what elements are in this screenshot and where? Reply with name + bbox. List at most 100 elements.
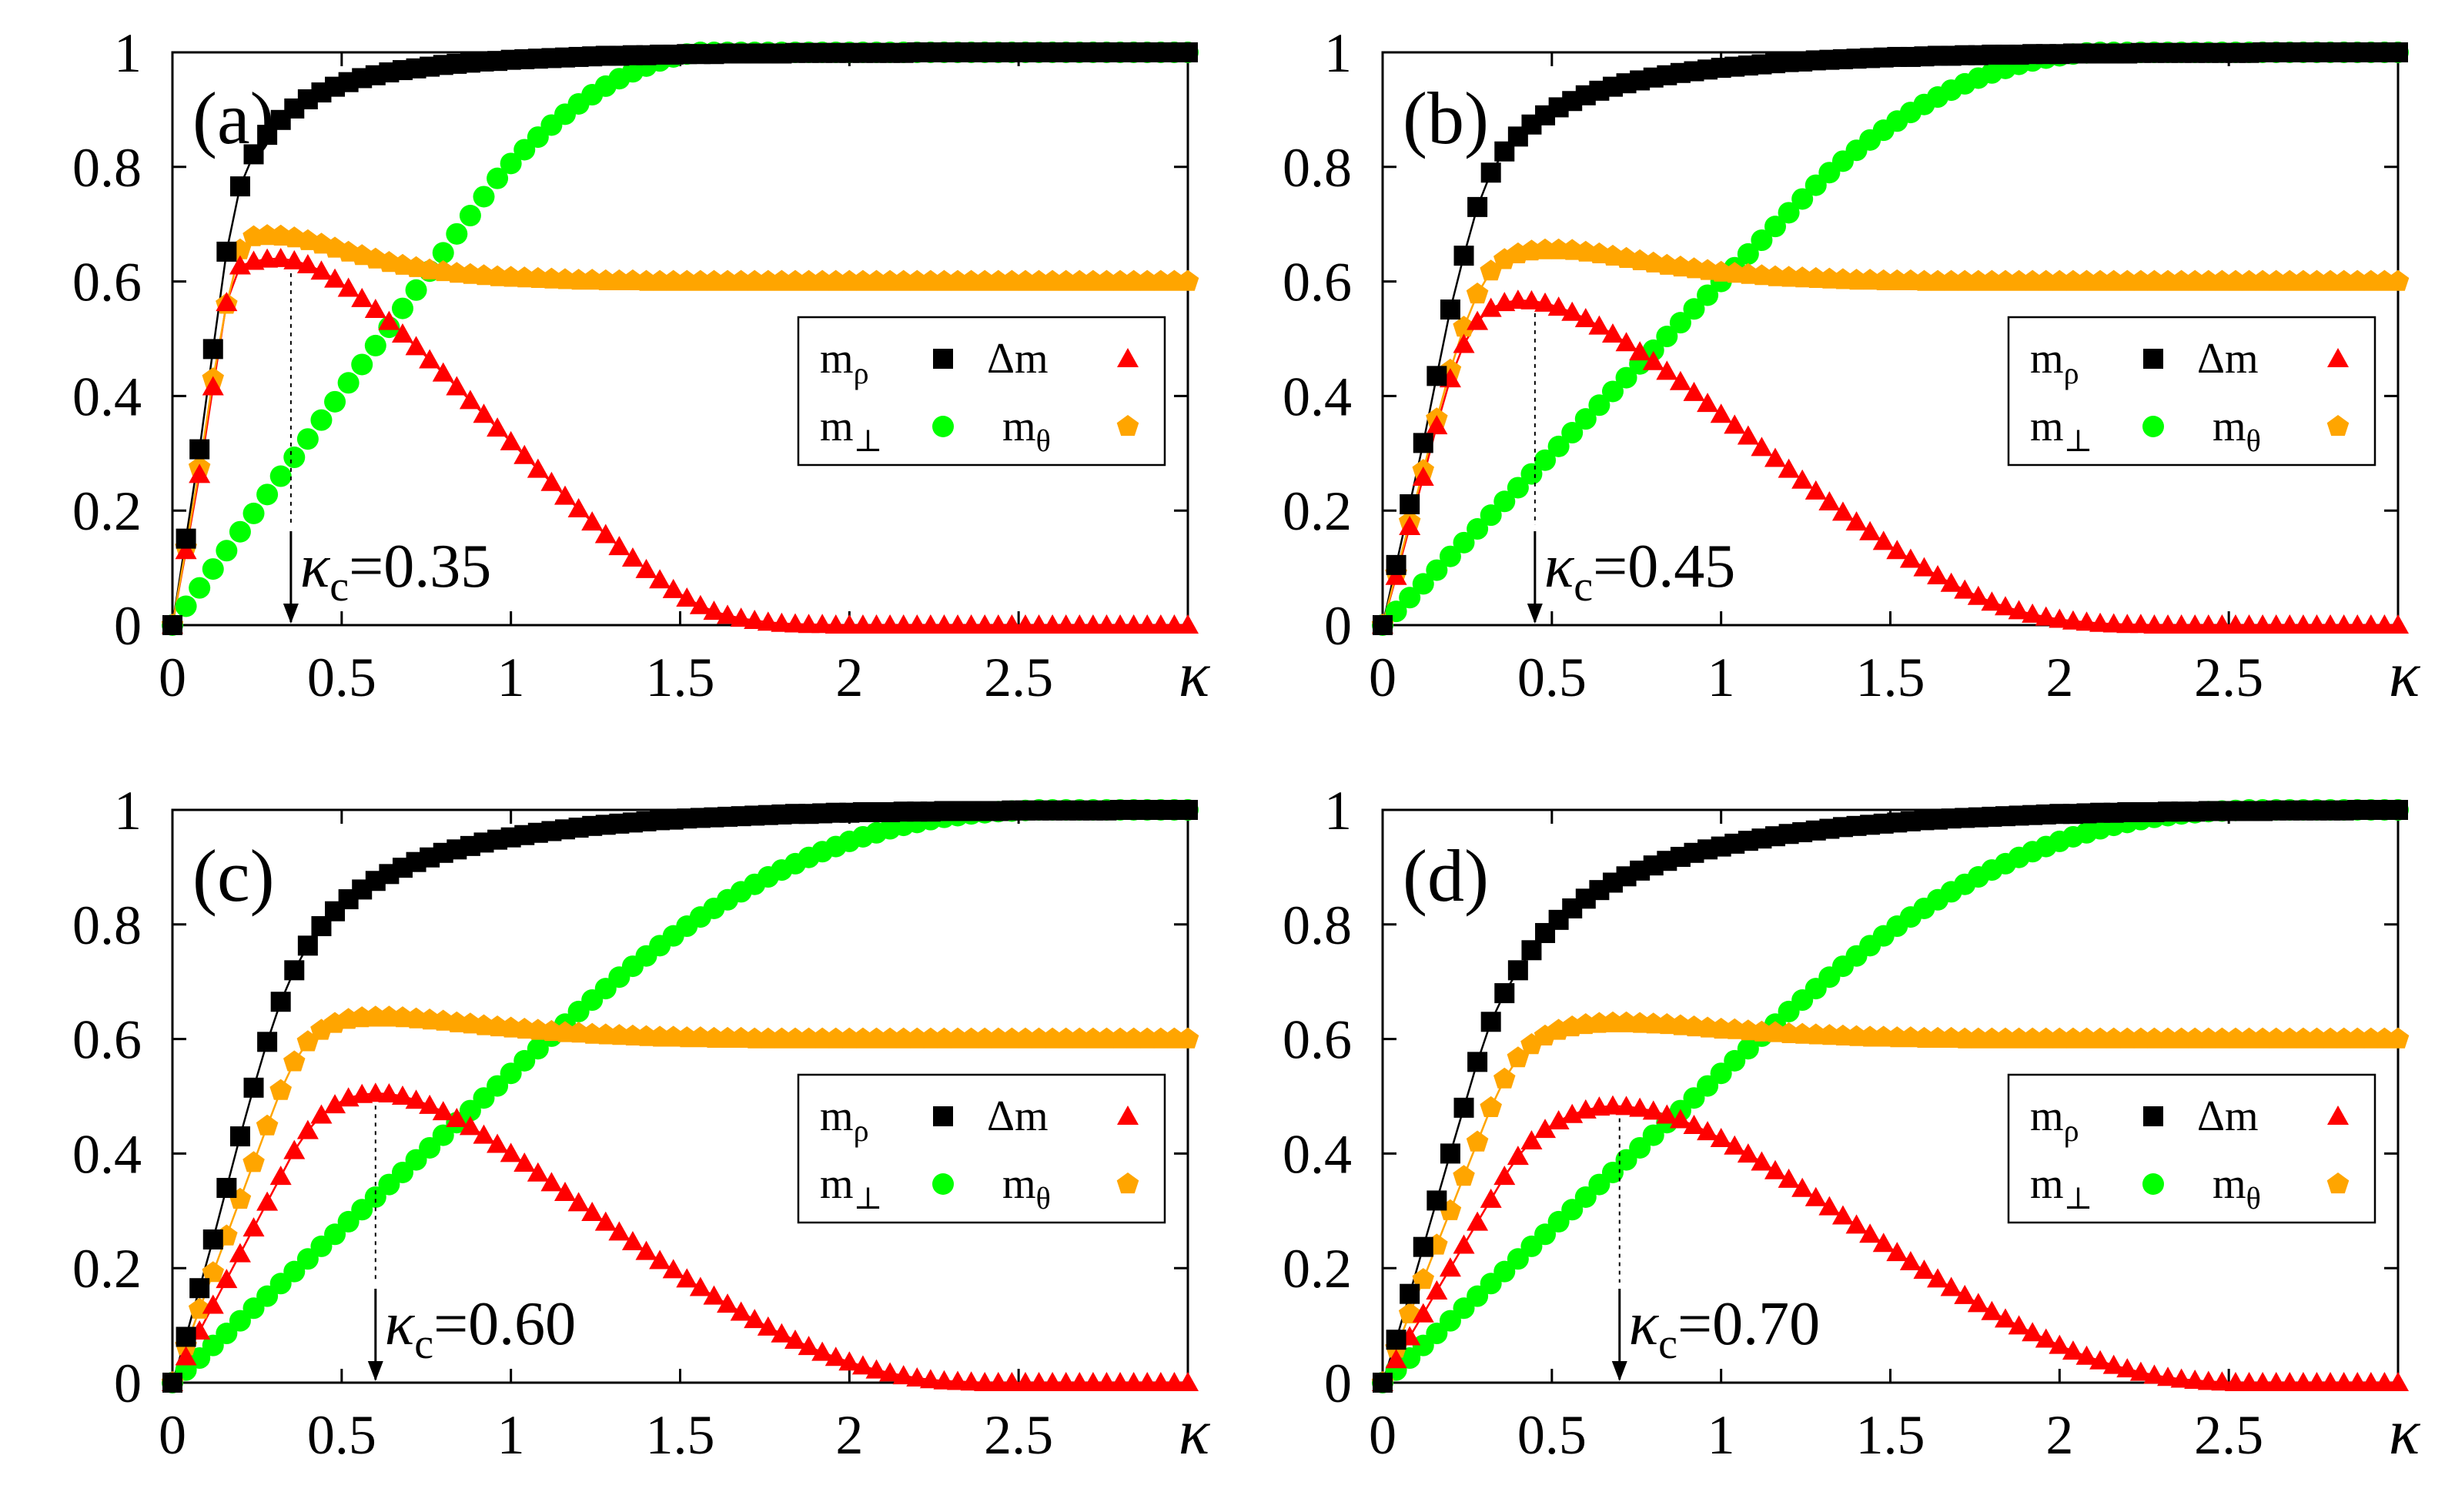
kappa-c-symbol: κ	[1544, 533, 1575, 600]
legend: mρ Δmm⊥ mθ	[2007, 316, 2376, 467]
point-m_perp	[1493, 1260, 1516, 1283]
point-delta_m	[1940, 572, 1962, 592]
point-delta_m	[1872, 530, 1895, 550]
legend-label: m⊥	[2030, 1160, 2092, 1216]
point-delta_m	[1886, 540, 1908, 560]
y-tick-label: 0.8	[72, 895, 142, 956]
legend-label: m⊥	[2030, 403, 2092, 458]
point-delta_m	[391, 1085, 413, 1105]
point-m_perp	[419, 1136, 441, 1159]
point-delta_m	[608, 1221, 630, 1241]
point-m_perp	[202, 558, 224, 580]
point-delta_m	[1899, 1251, 1922, 1271]
point-m_perp	[487, 167, 509, 189]
point-delta_m	[2062, 1340, 2084, 1360]
point-delta_m	[1480, 1188, 1502, 1208]
point-delta_m	[2075, 1345, 2098, 1365]
point-delta_m	[1385, 565, 1407, 585]
point-m_rho	[1386, 554, 1406, 575]
legend-label: mρ	[2030, 1092, 2079, 1148]
point-m_theta	[1453, 316, 1475, 337]
point-delta_m	[676, 1268, 698, 1288]
legend-label-base: m	[2030, 1160, 2064, 1208]
legend-marker-pentagon	[2326, 1172, 2350, 1194]
point-m_perp	[1493, 490, 1516, 513]
point-m_perp	[1467, 1285, 1489, 1307]
point-delta_m	[1994, 1308, 2016, 1328]
point-m_rho	[243, 144, 264, 165]
point-delta_m	[310, 1104, 333, 1124]
point-delta_m	[1520, 1130, 1543, 1150]
point-delta_m	[1764, 1159, 1787, 1179]
point-m_rho	[2388, 42, 2408, 62]
point-delta_m	[1818, 491, 1841, 511]
point-m_perp	[500, 1062, 522, 1085]
point-delta_m	[554, 485, 577, 505]
point-delta_m	[703, 1285, 725, 1305]
legend-label: mθ	[2213, 403, 2261, 458]
point-delta_m	[1683, 1114, 1705, 1134]
point-delta_m	[2197, 1370, 2219, 1390]
point-delta_m	[1385, 1349, 1407, 1369]
point-m_perp	[405, 279, 427, 301]
point-delta_m	[838, 1351, 861, 1371]
point-m_perp	[1399, 587, 1421, 609]
point-delta_m	[256, 1191, 279, 1211]
point-delta_m	[1804, 1186, 1827, 1206]
point-delta_m	[1453, 333, 1475, 353]
legend-label-sub: ⊥	[2064, 1181, 2093, 1216]
point-delta_m	[947, 614, 969, 634]
legend-marker-circle	[932, 1173, 954, 1195]
point-delta_m	[851, 1355, 874, 1375]
point-delta_m	[2211, 1371, 2233, 1391]
point-m_perp	[1804, 174, 1827, 196]
legend-label-sub: θ	[1036, 1181, 1051, 1216]
kappa-c-subscript: c	[414, 1320, 433, 1368]
kappa-c-label: κc=0.70	[1629, 1290, 1820, 1368]
point-delta_m	[527, 1162, 549, 1182]
point-delta_m	[974, 1372, 996, 1391]
point-delta_m	[649, 1249, 671, 1269]
point-delta_m	[269, 247, 292, 267]
point-delta_m	[798, 1336, 820, 1356]
point-delta_m	[1453, 1234, 1475, 1254]
y-tick-label: 0	[1324, 1353, 1352, 1414]
point-m_rho	[189, 439, 210, 460]
point-delta_m	[1507, 289, 1529, 309]
point-delta_m	[2360, 614, 2382, 634]
legend-marker-triangle	[2327, 1106, 2349, 1125]
point-delta_m	[1426, 1280, 1448, 1300]
point-delta_m	[676, 587, 698, 607]
point-m_perp	[1601, 1161, 1624, 1183]
point-delta_m	[689, 1276, 711, 1296]
point-delta_m	[892, 1365, 915, 1385]
point-delta_m	[1913, 557, 1935, 577]
point-m_rho	[202, 339, 223, 360]
point-delta_m	[689, 594, 711, 614]
legend-label: mρ	[2030, 335, 2079, 390]
point-m_perp	[1534, 1223, 1557, 1246]
point-delta_m	[513, 444, 536, 464]
point-m_rho	[1440, 1143, 1460, 1164]
point-delta_m	[1940, 1276, 1962, 1296]
point-m_theta	[1493, 1067, 1516, 1089]
point-delta_m	[1574, 307, 1597, 327]
point-delta_m	[2333, 614, 2355, 634]
point-delta_m	[432, 362, 454, 382]
point-delta_m	[540, 471, 563, 491]
point-delta_m	[621, 547, 644, 567]
point-delta_m	[1028, 1372, 1050, 1391]
point-delta_m	[1149, 614, 1172, 634]
point-delta_m	[1534, 1119, 1557, 1139]
point-delta_m	[730, 1301, 752, 1321]
kappa-c-arrow-head	[283, 604, 299, 624]
point-delta_m	[473, 403, 495, 423]
legend-box	[797, 316, 1166, 467]
point-delta_m	[1751, 1151, 1773, 1171]
point-m_perp	[432, 1124, 454, 1146]
point-delta_m	[2170, 1368, 2192, 1388]
legend-marker-triangle	[1117, 348, 1139, 367]
point-delta_m	[662, 1259, 684, 1279]
